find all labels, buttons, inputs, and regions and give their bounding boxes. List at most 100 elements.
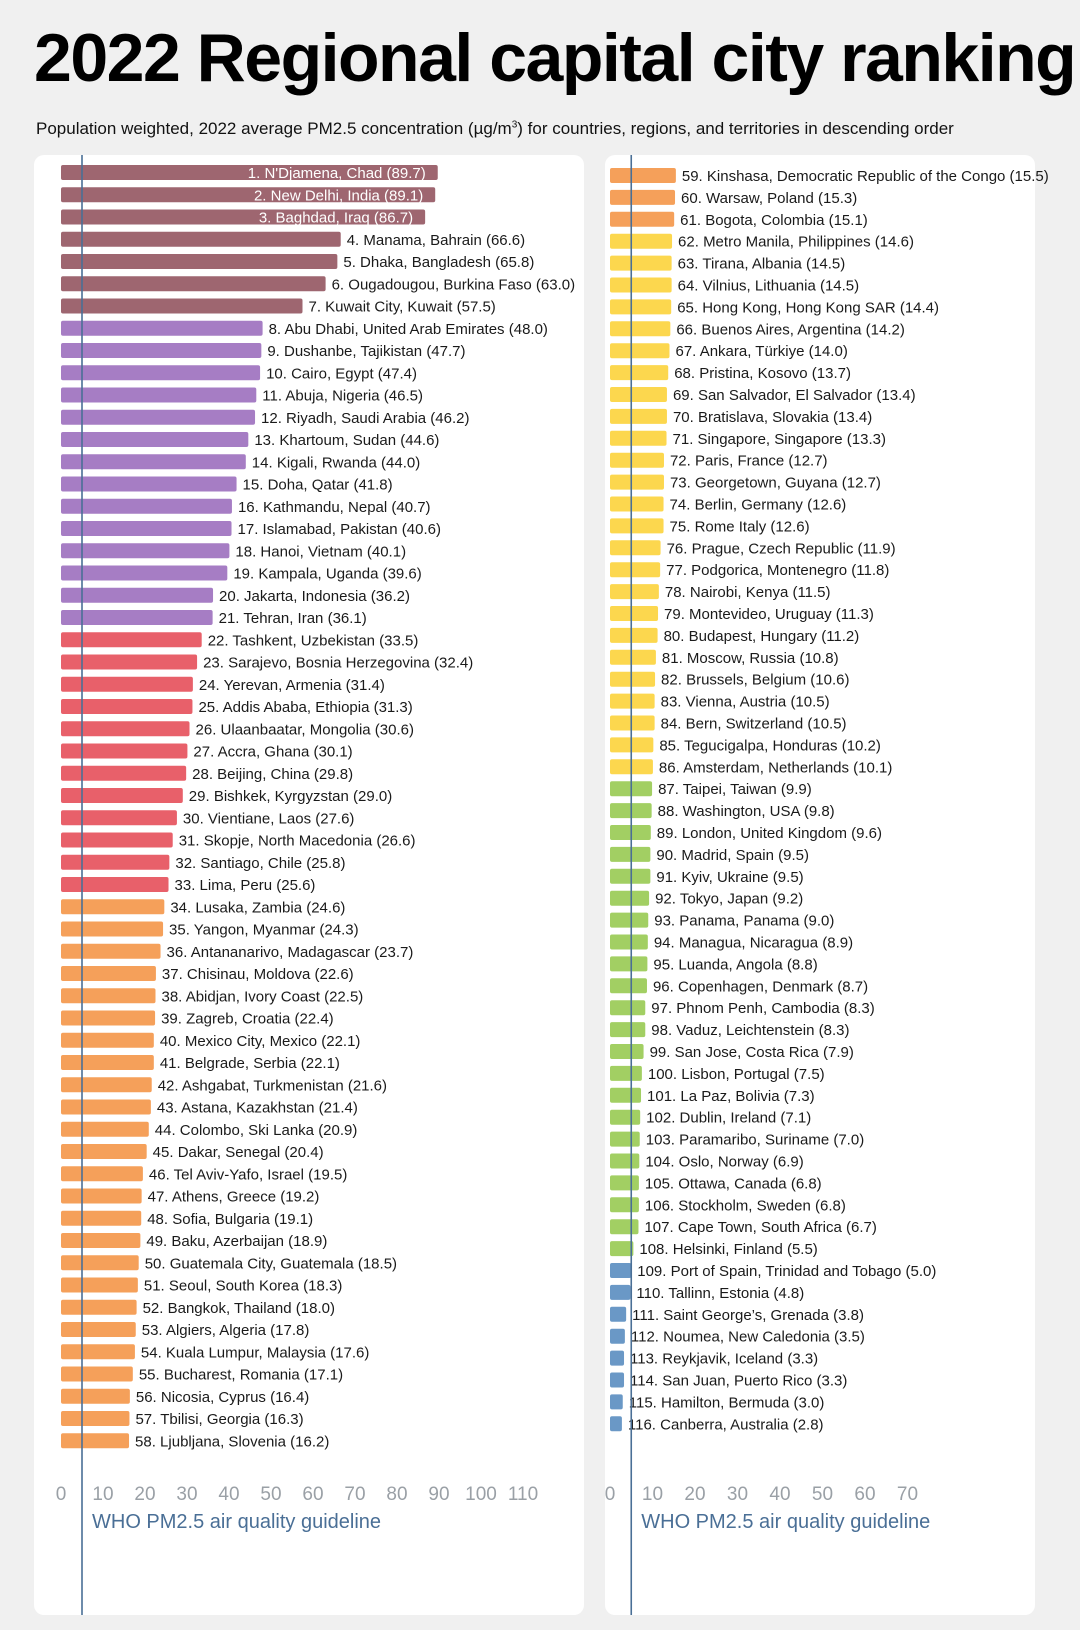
bar [610,299,672,315]
bar-row: 38. Abidjan, Ivory Coast (22.5) [61,988,363,1005]
bar-row: 87. Taipei, Taiwan (9.9) [610,781,812,798]
bar [61,1099,151,1115]
bar-label: 70. Bratislava, Slovakia (13.4) [673,409,872,426]
bar-label: 5. Dhaka, Bangladesh (65.8) [343,254,534,271]
bar-label: 1. N'Djamena, Chad (89.7) [248,165,426,182]
bar-label: 24. Yerevan, Armenia (31.4) [199,677,385,694]
bar-label: 37. Chisinau, Moldova (22.6) [162,966,354,983]
bar [61,1299,137,1315]
bar-label: 85. Tegucigalpa, Honduras (10.2) [659,737,881,754]
bar [610,474,664,490]
bar-row: 11. Abuja, Nigeria (46.5) [61,387,423,405]
bar [610,189,676,205]
x-tick-label: 30 [727,1484,748,1505]
bar-row: 33. Lima, Peru (25.6) [61,877,315,894]
bar [61,1411,130,1426]
subtitle-text: Population weighted, 2022 average PM2.5 … [36,119,512,138]
bar-label: 114. San Juan, Puerto Rico (3.3) [630,1373,847,1390]
bar-label: 56. Nicosia, Cyprus (16.4) [136,1389,309,1406]
x-tick-label: 40 [218,1484,239,1505]
x-tick-label: 0 [605,1484,616,1505]
bar-label: 54. Kuala Lumpur, Malaysia (17.6) [141,1344,369,1361]
bar [61,632,202,648]
bar [610,168,676,183]
bar-label: 4. Manama, Bahrain (66.6) [347,232,525,249]
bar-label: 116. Canberra, Australia (2.8) [628,1416,824,1433]
bar-row: 99. San Jose, Costa Rica (7.9) [610,1044,854,1061]
bar-row: 78. Nairobi, Kenya (11.5) [610,584,831,601]
bar-row: 48. Sofia, Bulgaria (19.1) [61,1210,313,1228]
bar-row: 83. Vienna, Austria (10.5) [610,693,830,711]
subtitle-superscript: 3 [511,119,518,131]
bar-label: 64. Vilnius, Lithuania (14.5) [678,278,860,295]
bar-row: 55. Bucharest, Romania (17.1) [61,1366,343,1384]
bar-label: 62. Metro Manila, Philippines (14.6) [678,234,914,251]
bar-label: 106. Stockholm, Sweden (6.8) [645,1197,846,1214]
bar-label: 13. Khartoum, Sudan (44.6) [254,432,439,449]
x-tick-label: 50 [812,1484,833,1505]
bar [610,846,651,862]
bar-row: 84. Bern, Switzerland (10.5) [610,715,847,733]
bar-row: 67. Ankara, Türkiye (14.0) [610,343,848,360]
bar-label: 61. Bogota, Colombia (15.1) [680,212,868,229]
bar [61,743,188,759]
bar [61,409,256,425]
bar-row: 52. Bangkok, Thailand (18.0) [61,1299,335,1317]
bar-row: 37. Chisinau, Moldova (22.6) [61,966,354,983]
bar-row: 110. Tallinn, Estonia (4.8) [610,1284,804,1302]
bar [610,1065,642,1081]
bar-row: 58. Ljubljana, Slovenia (16.2) [61,1433,329,1450]
bar [61,1010,156,1026]
bar [610,1219,639,1235]
bar-row: 70. Bratislava, Slovakia (13.4) [610,408,872,426]
bar [610,387,667,402]
bar [610,1372,625,1388]
bar-row: 69. San Salvador, El Salvador (13.4) [610,387,916,404]
bar-row: 90. Madrid, Spain (9.5) [610,846,809,864]
bar [61,1144,147,1159]
bar-label: 52. Bangkok, Thailand (18.0) [143,1300,335,1317]
bar-label: 88. Washington, USA (9.8) [658,803,835,820]
bar [610,693,655,709]
bar-label: 112. Noumea, New Caledonia (3.5) [631,1329,865,1346]
bar-row: 94. Managua, Nicaragua (8.9) [610,934,853,952]
bar-row: 23. Sarajevo, Bosnia Herzegovina (32.4) [61,654,473,672]
bar [61,721,190,737]
bar-row: 25. Addis Ababa, Ethiopia (31.3) [61,699,413,716]
bar-row: 21. Tehran, Iran (36.1) [61,610,367,627]
bar-label: 51. Seoul, South Korea (18.3) [144,1278,342,1295]
bar-label: 94. Managua, Nicaragua (8.9) [654,935,853,952]
bar-label: 100. Lisbon, Portugal (7.5) [648,1066,825,1083]
bar-row: 50. Guatemala City, Guatemala (18.5) [61,1255,397,1272]
bar-row: 111. Saint George’s, Grenada (3.8) [610,1306,864,1324]
bar [610,1087,642,1103]
bar-label: 20. Jakarta, Indonesia (36.2) [219,588,410,605]
bar [61,810,177,826]
bar-row: 86. Amsterdam, Netherlands (10.1) [610,759,892,776]
bar [610,649,656,665]
bar-label: 15. Doha, Qatar (41.8) [243,477,393,494]
bar [61,1433,130,1449]
bar-label: 113. Reykjavik, Iceland (3.3) [630,1351,818,1368]
bar-row: 98. Vaduz, Leichtenstein (8.3) [610,1022,849,1039]
bar-label: 47. Athens, Greece (19.2) [148,1189,320,1206]
bar [61,209,426,225]
bar-label: 60. Warsaw, Poland (15.3) [681,190,857,207]
bar-row: 3. Baghdad, Iraq (86.7) [61,209,426,227]
bar-label: 49. Baku, Azerbaijan (18.9) [146,1233,327,1250]
bar-label: 25. Addis Ababa, Ethiopia (31.3) [198,699,412,716]
bar-label: 14. Kigali, Rwanda (44.0) [252,454,420,471]
bar-row: 24. Yerevan, Armenia (31.4) [61,676,385,694]
bar [610,584,659,600]
bar-label: 48. Sofia, Bulgaria (19.1) [147,1211,313,1228]
bar-label: 17. Islamabad, Pakistan (40.6) [238,521,441,538]
x-tick-label: 100 [465,1484,497,1505]
bar [61,966,156,981]
bar [61,1388,130,1404]
bar [610,1263,632,1278]
bar [61,276,326,292]
bar-row: 29. Bishkek, Kyrgyzstan (29.0) [61,788,392,805]
bar [61,543,230,559]
bar-label: 110. Tallinn, Estonia (4.8) [636,1285,804,1302]
bar-label: 105. Ottawa, Canada (6.8) [645,1175,822,1192]
